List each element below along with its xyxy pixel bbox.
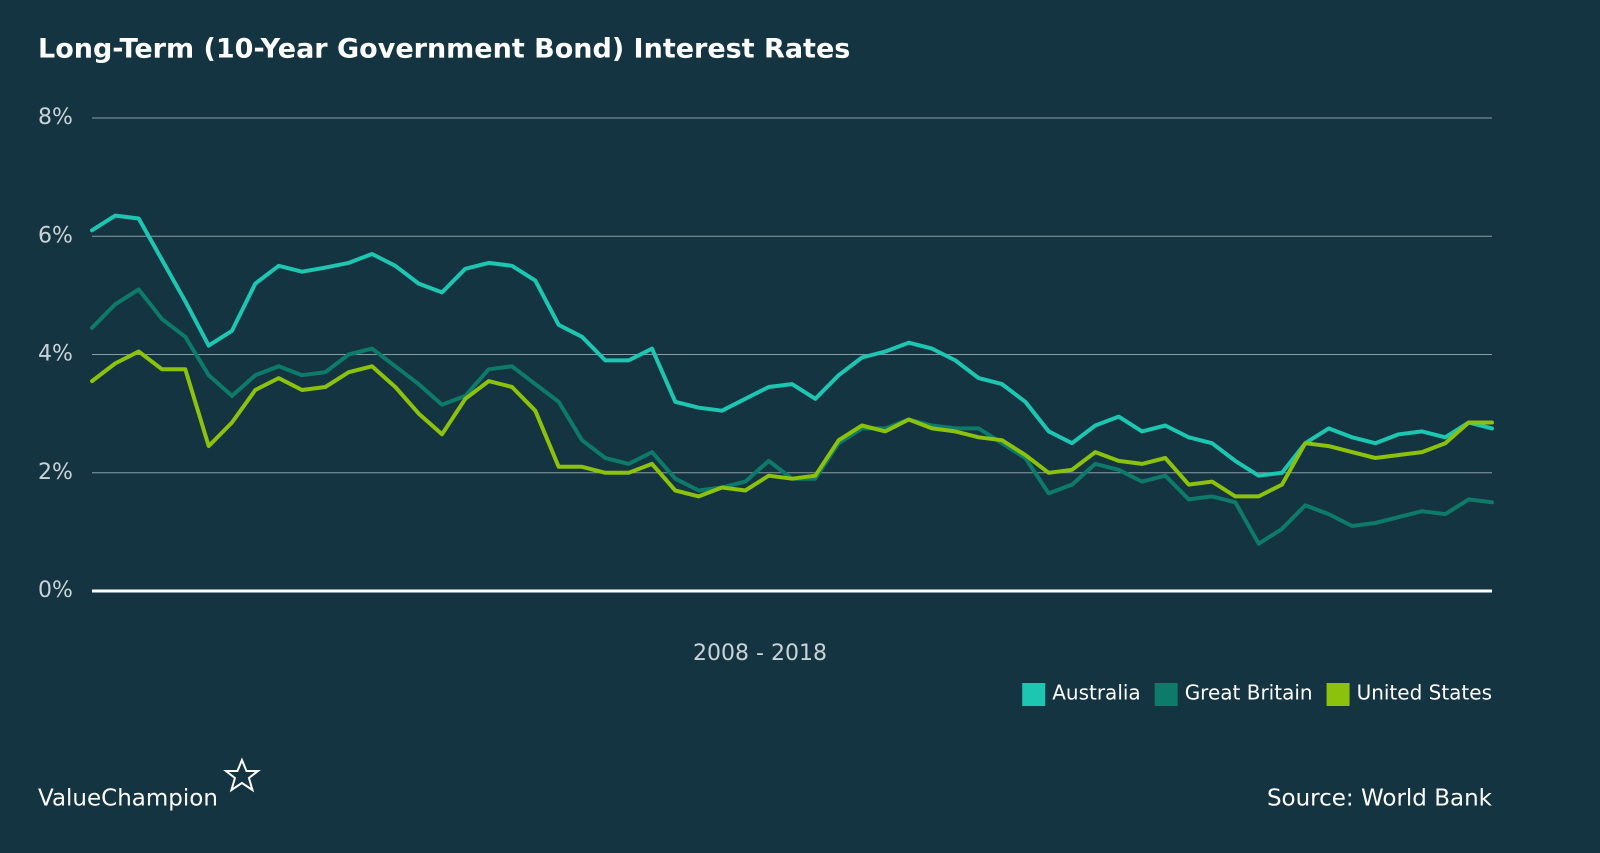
legend-label: Great Britain <box>1185 681 1313 705</box>
y-tick-label: 0% <box>38 578 73 603</box>
chart-title: Long-Term (10-Year Government Bond) Inte… <box>38 34 850 65</box>
y-tick-label: 4% <box>38 342 73 367</box>
y-tick-label: 6% <box>38 223 73 248</box>
legend-label: United States <box>1357 681 1492 705</box>
legend-swatch <box>1022 683 1046 706</box>
line-series <box>90 349 1494 499</box>
legend-swatch <box>1326 683 1350 706</box>
brand: ValueChampion <box>38 786 218 812</box>
legend-label: Australia <box>1052 681 1140 705</box>
x-axis-label: 2008 - 2018 <box>693 641 827 666</box>
line-series <box>90 287 1494 546</box>
y-tick-label: 2% <box>38 460 73 485</box>
line-series <box>90 213 1494 478</box>
y-tick-label: 8% <box>38 105 73 130</box>
brand-star <box>223 757 261 793</box>
source: Source: World Bank <box>1267 786 1493 812</box>
legend-swatch <box>1154 683 1178 706</box>
